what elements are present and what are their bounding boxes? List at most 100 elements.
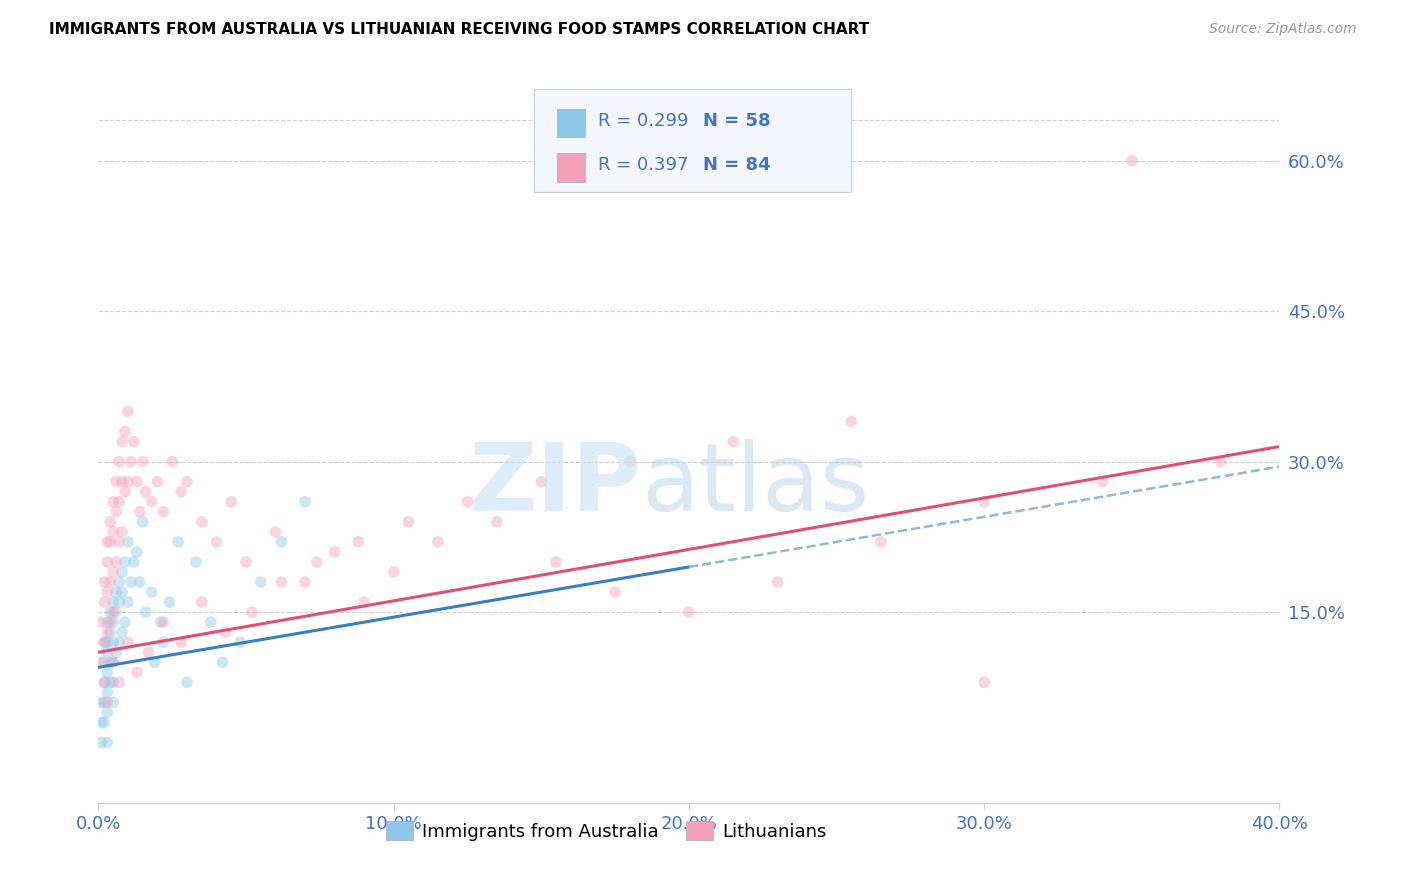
Legend: Immigrants from Australia, Lithuanians: Immigrants from Australia, Lithuanians <box>378 814 834 848</box>
Point <box>176 675 198 690</box>
Point <box>146 475 169 489</box>
Point <box>353 595 375 609</box>
Point <box>347 535 370 549</box>
Point <box>111 475 134 489</box>
Point <box>157 595 180 609</box>
Point <box>114 555 136 569</box>
Point <box>98 615 121 630</box>
Point <box>270 535 292 549</box>
Point <box>111 524 134 539</box>
Point <box>841 414 863 429</box>
Point <box>111 625 134 640</box>
Point <box>93 635 115 649</box>
Point <box>766 575 789 590</box>
Text: ZIP: ZIP <box>468 439 641 531</box>
Point <box>973 675 995 690</box>
Point <box>98 515 121 529</box>
Point <box>125 475 148 489</box>
Point <box>1121 153 1143 168</box>
Point <box>105 585 128 599</box>
Point <box>382 565 405 579</box>
Point <box>152 615 174 630</box>
Point <box>120 575 142 590</box>
Point <box>96 555 118 569</box>
Point <box>90 715 112 730</box>
Point <box>103 655 125 669</box>
Point <box>128 575 150 590</box>
Point <box>98 625 121 640</box>
Point <box>96 535 118 549</box>
Point <box>870 535 893 549</box>
Point <box>108 575 131 590</box>
Point <box>103 635 125 649</box>
Point <box>619 455 641 469</box>
Point <box>96 585 118 599</box>
Point <box>93 635 115 649</box>
Point <box>96 706 118 720</box>
Point <box>103 494 125 508</box>
Point <box>93 675 115 690</box>
Point <box>108 595 131 609</box>
Point <box>108 635 131 649</box>
Point <box>125 545 148 559</box>
Point <box>96 635 118 649</box>
Point <box>294 575 316 590</box>
Point <box>143 655 166 669</box>
Point <box>132 515 155 529</box>
Point <box>103 524 125 539</box>
Point <box>103 595 125 609</box>
Point <box>98 655 121 669</box>
Point <box>125 665 148 680</box>
Point <box>1091 475 1114 489</box>
Point <box>135 484 157 499</box>
Point <box>191 595 214 609</box>
Point <box>98 605 121 619</box>
Point <box>221 494 243 508</box>
Point <box>117 635 139 649</box>
Point <box>108 494 131 508</box>
Point <box>152 635 174 649</box>
Point <box>98 575 121 590</box>
Point <box>167 535 190 549</box>
Point <box>117 404 139 418</box>
Point <box>96 625 118 640</box>
Point <box>973 494 995 508</box>
Point <box>135 605 157 619</box>
Point <box>128 505 150 519</box>
Point <box>93 675 115 690</box>
Point <box>176 475 198 489</box>
Point <box>457 494 479 508</box>
Point <box>270 575 292 590</box>
Point <box>93 655 115 669</box>
Point <box>152 505 174 519</box>
Point <box>211 655 233 669</box>
Point <box>93 595 115 609</box>
Point <box>200 615 222 630</box>
Point <box>229 635 252 649</box>
Point <box>103 696 125 710</box>
Point <box>105 645 128 659</box>
Point <box>323 545 346 559</box>
Point <box>111 585 134 599</box>
Point <box>114 615 136 630</box>
Point <box>117 535 139 549</box>
Point <box>96 735 118 749</box>
Point <box>117 595 139 609</box>
Text: N = 58: N = 58 <box>703 112 770 129</box>
Point <box>93 575 115 590</box>
Point <box>486 515 509 529</box>
Point <box>305 555 328 569</box>
Point <box>138 645 160 659</box>
Text: N = 84: N = 84 <box>703 156 770 174</box>
Point <box>96 696 118 710</box>
Text: R = 0.397: R = 0.397 <box>598 156 688 174</box>
Point <box>98 675 121 690</box>
Point <box>108 675 131 690</box>
Point <box>103 605 125 619</box>
Point <box>90 655 112 669</box>
Text: atlas: atlas <box>641 439 870 531</box>
Point <box>141 494 163 508</box>
Point <box>90 735 112 749</box>
Text: R = 0.299: R = 0.299 <box>598 112 688 129</box>
Point <box>250 575 273 590</box>
